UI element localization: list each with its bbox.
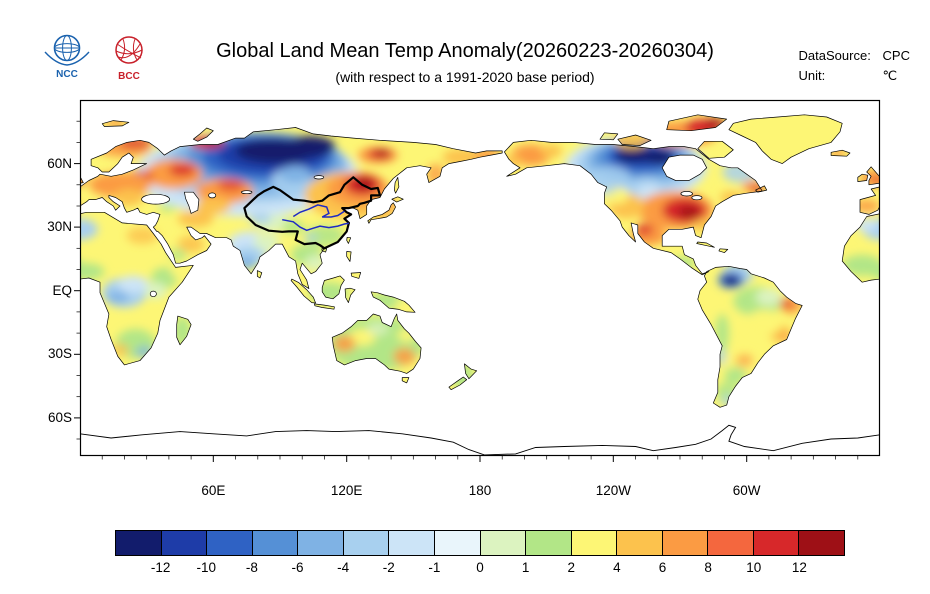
lon-tick-label: 120W <box>595 483 631 498</box>
figure-subtitle: (with respect to a 1991-2020 base period… <box>335 69 595 85</box>
ncc-logo-text: NCC <box>56 69 78 80</box>
colorbar-tick-label: 10 <box>746 560 762 575</box>
colorbar-segment <box>752 531 799 555</box>
lat-tick-label: 30N <box>47 219 72 235</box>
unit-label: Unit: <box>798 68 826 83</box>
water-bodies <box>141 154 708 298</box>
colorbar-segment <box>433 531 480 555</box>
colorbar-tick-label: 12 <box>791 560 807 575</box>
colorbar-segment <box>116 531 161 555</box>
datasource-value: CPC <box>882 48 910 63</box>
colorbar-segment <box>388 531 434 555</box>
map-plot-area <box>74 99 881 462</box>
lon-tick-label: 60E <box>201 483 226 498</box>
axis-ticks <box>74 120 859 462</box>
datasource-block: DataSource: CPC Unit: ℃ <box>799 46 910 86</box>
ncc-logo-icon: NCC <box>44 34 90 80</box>
colorbar-tick-label: -4 <box>337 560 350 575</box>
colorbar-tick-label: -8 <box>245 560 258 575</box>
antarctica-coastline <box>80 424 880 456</box>
colorbar-segment <box>570 531 617 555</box>
lat-tick-label: EQ <box>52 282 72 298</box>
colorbar-segment <box>707 531 753 555</box>
colorbar-tick-label: 8 <box>704 560 712 575</box>
colorbar-tick-label: -1 <box>428 560 441 575</box>
colorbar-segment <box>525 531 571 555</box>
colorbar-tick-label: 0 <box>476 560 484 575</box>
colorbar-tick-label: -6 <box>291 560 304 575</box>
china-border <box>243 176 382 250</box>
lon-tick-label: 120E <box>330 483 363 498</box>
map-svg <box>74 99 881 462</box>
colorbar-segment <box>661 531 708 555</box>
china-rivers <box>282 204 350 232</box>
colorbar-segment <box>798 531 844 555</box>
figure-title: Global Land Mean Temp Anomaly(20260223-2… <box>216 40 714 62</box>
colorbar-tick-label: -2 <box>382 560 395 575</box>
datasource-label: DataSource: <box>798 48 871 63</box>
colorbar-tick-label: 6 <box>658 560 667 575</box>
lon-tick-label: 60W <box>732 483 761 498</box>
unit-value: ℃ <box>882 68 898 83</box>
colorbar-tick-label: 4 <box>613 560 621 575</box>
colorbar-segment <box>479 531 526 555</box>
bcc-logo-icon: BCC <box>115 36 143 82</box>
colorbar-segment <box>160 531 207 555</box>
bcc-logo-text: BCC <box>118 71 140 82</box>
colorbar-segment <box>251 531 298 555</box>
lat-tick-label: 60N <box>47 155 72 171</box>
lat-tick-label: 30S <box>47 346 72 362</box>
lon-tick-label: 180 <box>468 483 492 498</box>
map-frame <box>79 99 881 457</box>
colorbar-tick-label: -12 <box>150 560 171 575</box>
colorbar-segment <box>616 531 662 555</box>
colorbar <box>115 530 845 556</box>
colorbar-segment <box>342 531 389 555</box>
colorbar-tick-label: 2 <box>567 560 575 575</box>
colorbar-segment <box>206 531 252 555</box>
colorbar-tick-label: 1 <box>521 560 530 575</box>
lat-tick-label: 60S <box>47 409 72 425</box>
colorbar-segment <box>297 531 343 555</box>
colorbar-tick-label: -10 <box>196 560 216 575</box>
